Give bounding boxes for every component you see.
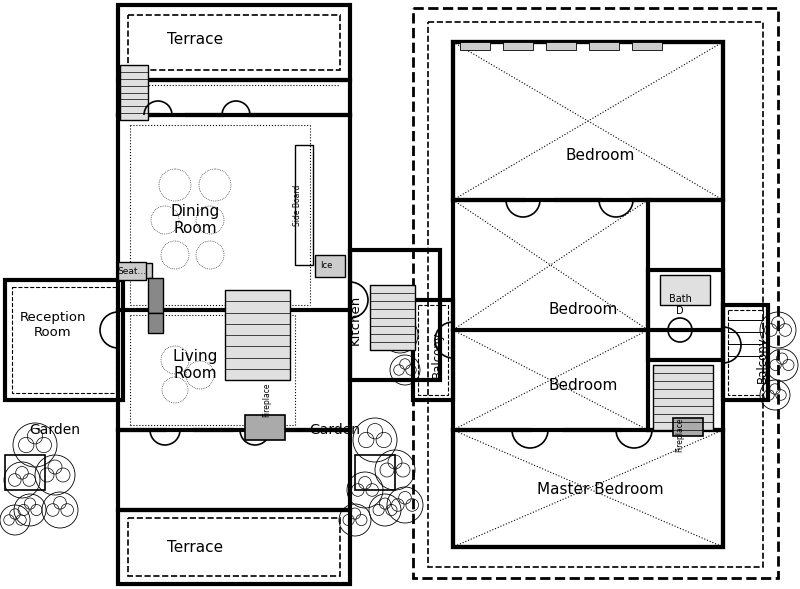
Text: Side Board: Side Board: [294, 184, 302, 226]
Bar: [589, 42, 619, 50]
Bar: [355, 455, 395, 490]
Text: Fireplace: Fireplace: [675, 418, 685, 452]
Bar: [315, 255, 345, 277]
Bar: [660, 275, 710, 305]
Bar: [148, 313, 163, 333]
Text: Garden: Garden: [310, 423, 361, 437]
Bar: [118, 5, 350, 80]
Text: Fireplace: Fireplace: [262, 383, 271, 417]
Text: Bedroom: Bedroom: [548, 378, 618, 392]
Text: Seat...: Seat...: [118, 266, 146, 276]
Bar: [648, 270, 723, 360]
Bar: [413, 8, 778, 578]
Bar: [148, 278, 163, 313]
Bar: [128, 518, 340, 576]
Bar: [453, 42, 723, 200]
Bar: [370, 285, 415, 350]
Bar: [723, 305, 768, 400]
Bar: [413, 300, 453, 400]
Bar: [128, 15, 340, 70]
Bar: [120, 65, 148, 120]
Bar: [12, 287, 116, 393]
Bar: [673, 418, 703, 436]
Bar: [5, 280, 123, 400]
Bar: [728, 310, 763, 395]
Text: Balcony: Balcony: [430, 332, 443, 378]
Bar: [118, 80, 350, 510]
Bar: [118, 510, 350, 584]
Text: Kitchen: Kitchen: [349, 295, 362, 345]
Bar: [453, 42, 723, 547]
Bar: [118, 262, 146, 280]
Text: Garden: Garden: [30, 423, 81, 437]
Bar: [503, 42, 533, 50]
Bar: [460, 42, 490, 50]
Text: Dining
Room: Dining Room: [170, 204, 220, 236]
Bar: [350, 250, 440, 380]
Text: Ice: Ice: [320, 260, 332, 270]
Text: Bedroom: Bedroom: [566, 147, 634, 163]
Bar: [653, 365, 713, 430]
Bar: [245, 415, 285, 440]
Text: Master Bedroom: Master Bedroom: [537, 482, 663, 498]
Bar: [632, 42, 662, 50]
Bar: [120, 263, 152, 278]
Bar: [428, 22, 763, 567]
Text: Reception
Room: Reception Room: [20, 311, 86, 339]
Bar: [418, 305, 448, 395]
Text: Bedroom: Bedroom: [548, 303, 618, 317]
Bar: [546, 42, 576, 50]
Text: Living
Room: Living Room: [172, 349, 218, 381]
Bar: [453, 430, 723, 547]
Bar: [225, 290, 290, 380]
Bar: [5, 455, 45, 490]
Text: Bath
D: Bath D: [669, 294, 691, 316]
Text: Balcony: Balcony: [755, 337, 769, 383]
Bar: [295, 145, 313, 265]
Text: Terrace: Terrace: [167, 32, 223, 48]
Text: Terrace: Terrace: [167, 541, 223, 555]
